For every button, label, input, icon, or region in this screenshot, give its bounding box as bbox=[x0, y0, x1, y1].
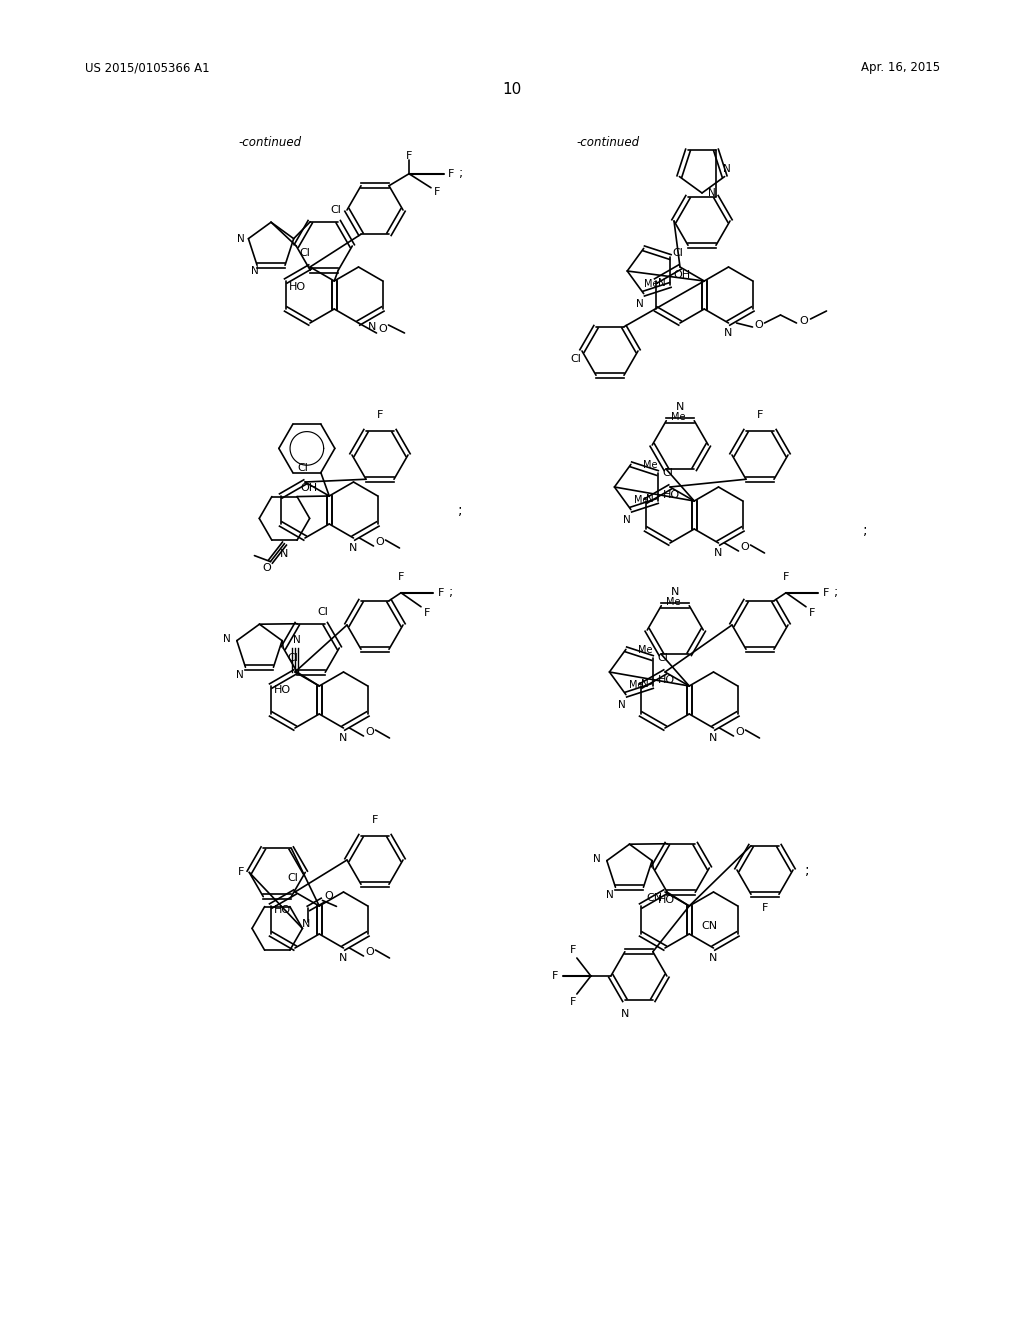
Text: N: N bbox=[339, 953, 348, 964]
Text: F: F bbox=[424, 607, 430, 618]
Text: N: N bbox=[710, 953, 718, 964]
Text: F: F bbox=[372, 814, 378, 825]
Text: O: O bbox=[262, 562, 270, 573]
Text: O: O bbox=[366, 727, 374, 737]
Text: Cl: Cl bbox=[298, 463, 308, 473]
Text: N: N bbox=[623, 515, 631, 524]
Text: HO: HO bbox=[274, 685, 291, 696]
Text: N: N bbox=[636, 298, 643, 309]
Text: Cl: Cl bbox=[317, 607, 329, 616]
Text: N: N bbox=[281, 549, 289, 558]
Text: Cl: Cl bbox=[657, 653, 669, 663]
Text: O: O bbox=[366, 946, 374, 957]
Text: -continued: -continued bbox=[577, 136, 640, 149]
Text: N: N bbox=[671, 587, 680, 597]
Text: US 2015/0105366 A1: US 2015/0105366 A1 bbox=[85, 62, 210, 74]
Text: N: N bbox=[645, 494, 653, 504]
Text: O: O bbox=[378, 323, 387, 334]
Text: Cl: Cl bbox=[288, 653, 298, 663]
Text: Cl: Cl bbox=[331, 205, 342, 215]
Text: F: F bbox=[569, 945, 577, 954]
Text: Me: Me bbox=[638, 645, 652, 655]
Text: Cl: Cl bbox=[673, 248, 683, 257]
Text: HO: HO bbox=[664, 490, 680, 500]
Text: Me: Me bbox=[666, 597, 681, 607]
Text: Cl: Cl bbox=[288, 873, 298, 883]
Text: N: N bbox=[293, 635, 301, 645]
Text: ;: ; bbox=[449, 586, 454, 599]
Text: N: N bbox=[339, 733, 348, 743]
Text: F: F bbox=[552, 972, 558, 981]
Text: O: O bbox=[754, 319, 763, 330]
Text: Me: Me bbox=[643, 461, 657, 470]
Text: O: O bbox=[324, 891, 333, 902]
Text: N: N bbox=[593, 854, 601, 863]
Text: OH: OH bbox=[300, 483, 317, 492]
Text: F: F bbox=[823, 587, 829, 598]
Text: N: N bbox=[723, 164, 730, 173]
Text: O: O bbox=[740, 543, 749, 552]
Text: N: N bbox=[724, 327, 733, 338]
Text: F: F bbox=[782, 572, 790, 582]
Text: F: F bbox=[438, 587, 444, 598]
Text: F: F bbox=[238, 867, 245, 878]
Text: HO: HO bbox=[658, 895, 675, 906]
Text: -continued: -continued bbox=[239, 136, 301, 149]
Text: F: F bbox=[569, 997, 577, 1007]
Text: Apr. 16, 2015: Apr. 16, 2015 bbox=[861, 62, 940, 74]
Text: ;: ; bbox=[862, 523, 867, 537]
Text: N: N bbox=[349, 543, 357, 553]
Text: N: N bbox=[621, 1008, 629, 1019]
Text: N: N bbox=[710, 733, 718, 743]
Text: ;: ; bbox=[459, 168, 463, 181]
Text: O: O bbox=[375, 537, 384, 546]
Text: O: O bbox=[799, 315, 808, 326]
Text: Me: Me bbox=[671, 412, 685, 422]
Text: N: N bbox=[658, 279, 667, 288]
Text: ;: ; bbox=[458, 503, 462, 517]
Text: F: F bbox=[447, 169, 455, 178]
Text: Me: Me bbox=[634, 495, 648, 504]
Text: O: O bbox=[735, 727, 743, 737]
Text: N: N bbox=[618, 700, 626, 710]
Text: F: F bbox=[757, 411, 763, 420]
Text: N: N bbox=[605, 890, 613, 900]
Text: N: N bbox=[369, 322, 377, 333]
Text: ;: ; bbox=[834, 586, 838, 599]
Text: F: F bbox=[397, 572, 404, 582]
Text: N: N bbox=[709, 187, 716, 198]
Text: Cl: Cl bbox=[663, 469, 674, 478]
Text: HO: HO bbox=[658, 675, 675, 685]
Text: F: F bbox=[406, 150, 413, 161]
Text: HO: HO bbox=[274, 906, 291, 915]
Text: Me: Me bbox=[644, 279, 659, 289]
Text: F: F bbox=[809, 607, 815, 618]
Text: N: N bbox=[302, 920, 310, 929]
Text: CN: CN bbox=[701, 921, 717, 931]
Text: F: F bbox=[762, 903, 768, 913]
Text: N: N bbox=[251, 267, 259, 276]
Text: CN: CN bbox=[647, 894, 663, 903]
Text: N: N bbox=[236, 671, 244, 680]
Text: 10: 10 bbox=[503, 82, 521, 98]
Text: N: N bbox=[237, 234, 245, 244]
Text: N: N bbox=[641, 678, 648, 689]
Text: OH: OH bbox=[673, 271, 690, 280]
Text: Me: Me bbox=[629, 680, 643, 689]
Text: N: N bbox=[223, 634, 230, 644]
Text: HO: HO bbox=[289, 282, 306, 292]
Text: ;: ; bbox=[805, 863, 809, 876]
Text: F: F bbox=[377, 411, 383, 420]
Text: Cl: Cl bbox=[570, 354, 582, 364]
Text: N: N bbox=[715, 548, 723, 558]
Text: N: N bbox=[676, 403, 684, 412]
Text: Cl: Cl bbox=[300, 248, 310, 257]
Text: F: F bbox=[434, 186, 440, 197]
